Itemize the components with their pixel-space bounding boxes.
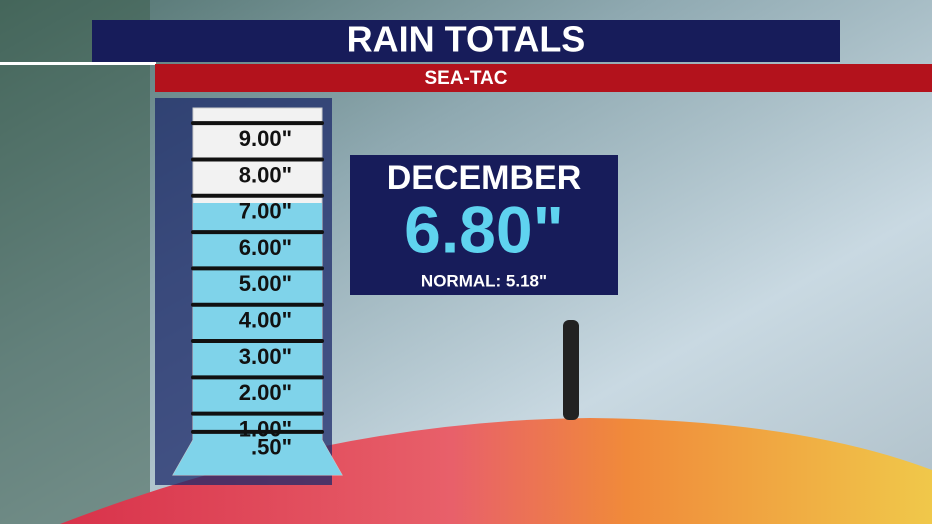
tick-label: .50" <box>251 435 292 460</box>
gauge-fill <box>173 203 342 476</box>
tick-label: 6.00" <box>239 235 292 260</box>
normal-note: NORMAL: 5.18" <box>421 271 547 290</box>
tick-label: 8.00" <box>239 162 292 187</box>
month: DECEMBER <box>387 159 582 197</box>
tick-label: 2.00" <box>239 380 292 405</box>
title-bar <box>92 20 840 62</box>
total-value: 6.80" <box>404 192 564 266</box>
tick-label: 1.00" <box>239 416 292 441</box>
tick-label: 4.00" <box>239 308 292 333</box>
tick-label: 3.00" <box>239 344 292 369</box>
chart-title: RAIN TOTALS <box>347 19 586 60</box>
tick-label: 7.00" <box>239 199 292 224</box>
info-box <box>350 155 618 295</box>
foliage <box>0 0 150 524</box>
rule <box>0 62 156 65</box>
umbrella-tip <box>563 320 579 420</box>
tick-label: 5.00" <box>239 271 292 296</box>
chart-subtitle: SEA-TAC <box>424 68 507 89</box>
subtitle-bar <box>155 64 932 92</box>
tick-label: 9.00" <box>239 126 292 151</box>
gauge: 9.00" 8.00" 7.00" 6.00" 5.00" 4.00" 3.00" 2.00"… <box>173 121 342 476</box>
umbrella <box>60 418 932 524</box>
